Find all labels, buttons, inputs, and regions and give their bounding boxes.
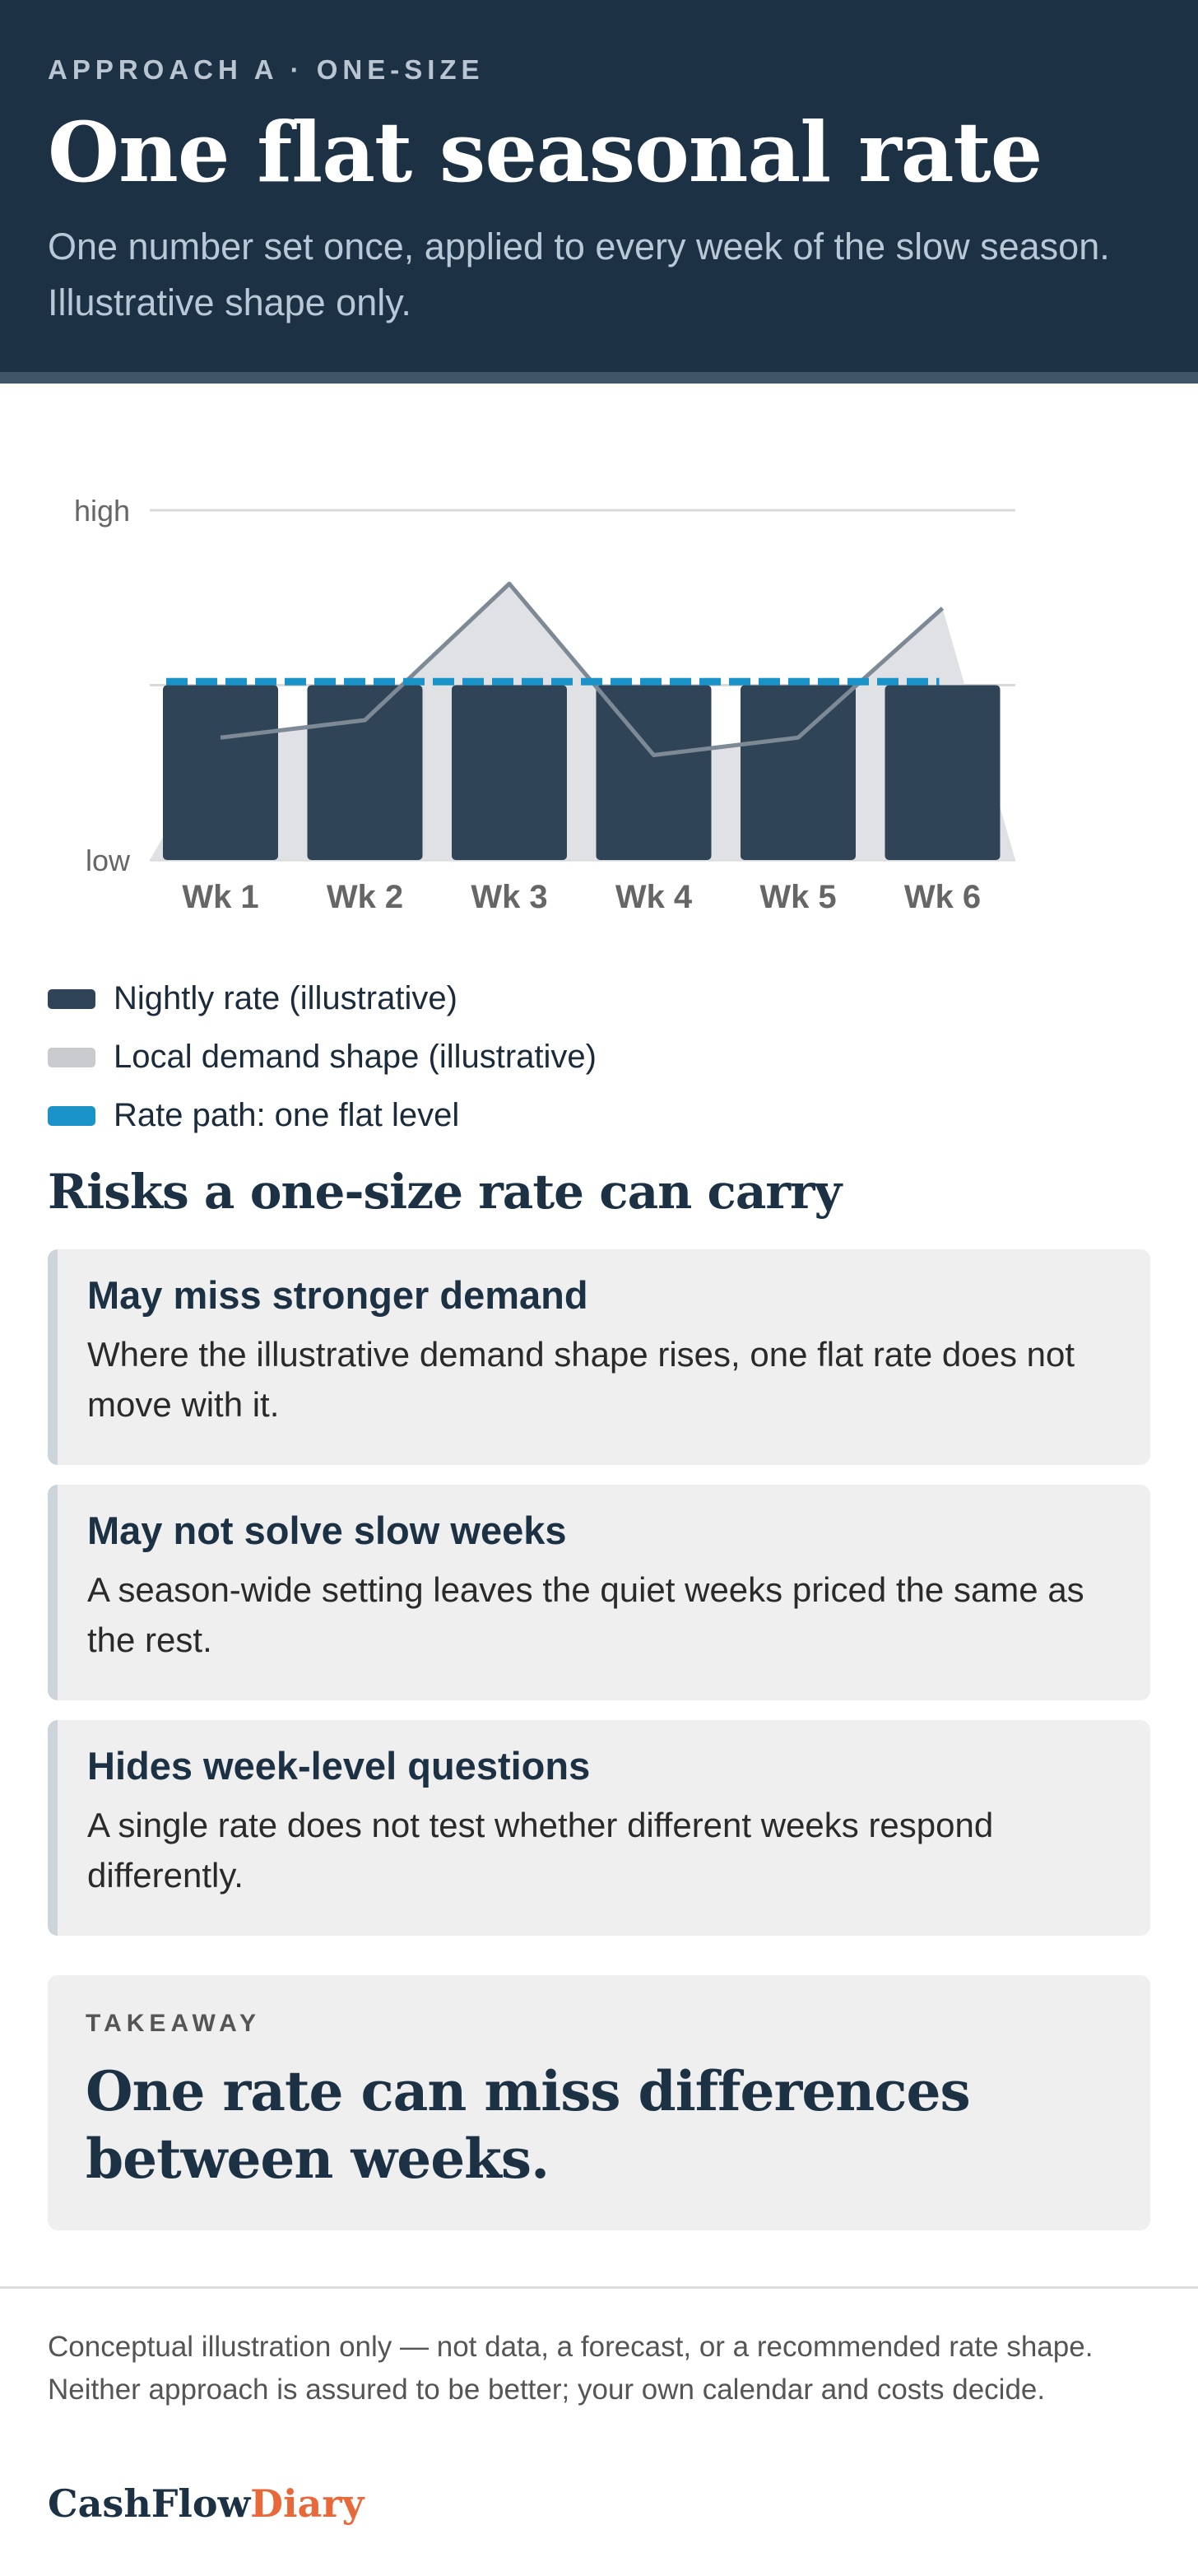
risk-text: A season-wide setting leaves the quiet w… [87, 1570, 1084, 1659]
brand-name: CashFlow [48, 2481, 251, 2526]
footer-divider [0, 2286, 1198, 2289]
legend-item-demand-shape: Local demand shape (illustrative) [48, 1028, 597, 1086]
legend-label: Nightly rate (illustrative) [114, 980, 457, 1016]
header-banner: APPROACH A · ONE-SIZE One flat seasonal … [0, 0, 1198, 384]
risk-text: A single rate does not test whether diff… [87, 1806, 994, 1895]
bar-6 [885, 685, 1001, 860]
risks-section: Risks a one-size rate can carry May miss… [48, 1164, 1150, 1955]
x-tick-label: Wk 2 [327, 879, 403, 915]
risk-card: May miss stronger demand Where the illus… [48, 1249, 1150, 1465]
chart-legend: Nightly rate (illustrative) Local demand… [48, 969, 597, 1145]
brand-logo: CashFlowDiary [48, 2481, 364, 2526]
page-title: One flat seasonal rate [48, 104, 1042, 201]
x-tick-label: Wk 5 [759, 879, 836, 915]
bar-2 [307, 685, 423, 860]
legend-label: Local demand shape (illustrative) [114, 1039, 597, 1075]
bar-4 [596, 685, 712, 860]
x-tick-label: Wk 3 [471, 879, 547, 915]
x-tick-label: Wk 6 [904, 879, 981, 915]
risk-text: Where the illustrative demand shape rise… [87, 1335, 1075, 1424]
page-subtitle: One number set once, applied to every we… [48, 226, 1110, 323]
legend-swatch-nightly-rate [48, 988, 95, 1009]
disclaimer-footnote: Conceptual illustration only — not data,… [48, 2331, 1094, 2406]
x-tick-label: Wk 1 [182, 879, 258, 915]
legend-item-nightly-rate: Nightly rate (illustrative) [48, 969, 597, 1028]
legend-swatch-rate-path [48, 1105, 95, 1126]
risks-title: Risks a one-size rate can carry [48, 1164, 842, 1220]
bar-1 [163, 685, 278, 860]
risk-title: Hides week-level questions [87, 1744, 591, 1788]
risk-card: May not solve slow weeks A season-wide s… [48, 1485, 1150, 1700]
weekly-rate-chart: high low Wk 1 Wk 2 Wk 3 Wk 4 Wk 5 Wk 6 [74, 494, 1015, 915]
y-tick-low: low [86, 844, 131, 877]
legend-swatch-demand-shape [48, 1047, 95, 1067]
approach-eyebrow: APPROACH A · ONE-SIZE [48, 54, 485, 85]
risk-title: May miss stronger demand [87, 1273, 588, 1317]
takeaway-box: TAKEAWAY One rate can miss differences b… [48, 1975, 1150, 2230]
takeaway-text: One rate can miss differences between we… [86, 2059, 971, 2191]
risk-title: May not solve slow weeks [87, 1509, 567, 1552]
risk-card: Hides week-level questions A single rate… [48, 1720, 1150, 1936]
brand-name-accent: Diary [250, 2481, 365, 2526]
bar-3 [452, 685, 567, 860]
y-tick-high: high [74, 494, 130, 528]
takeaway-label: TAKEAWAY [86, 2010, 262, 2037]
legend-label: Rate path: one flat level [114, 1097, 460, 1133]
demand-line [220, 581, 945, 757]
bar-5 [741, 685, 856, 860]
legend-item-rate-path: Rate path: one flat level [48, 1086, 597, 1145]
x-tick-label: Wk 4 [615, 879, 693, 915]
chart-container: high low Wk 1 Wk 2 Wk 3 Wk 4 Wk 5 Wk 6 [0, 461, 1198, 938]
